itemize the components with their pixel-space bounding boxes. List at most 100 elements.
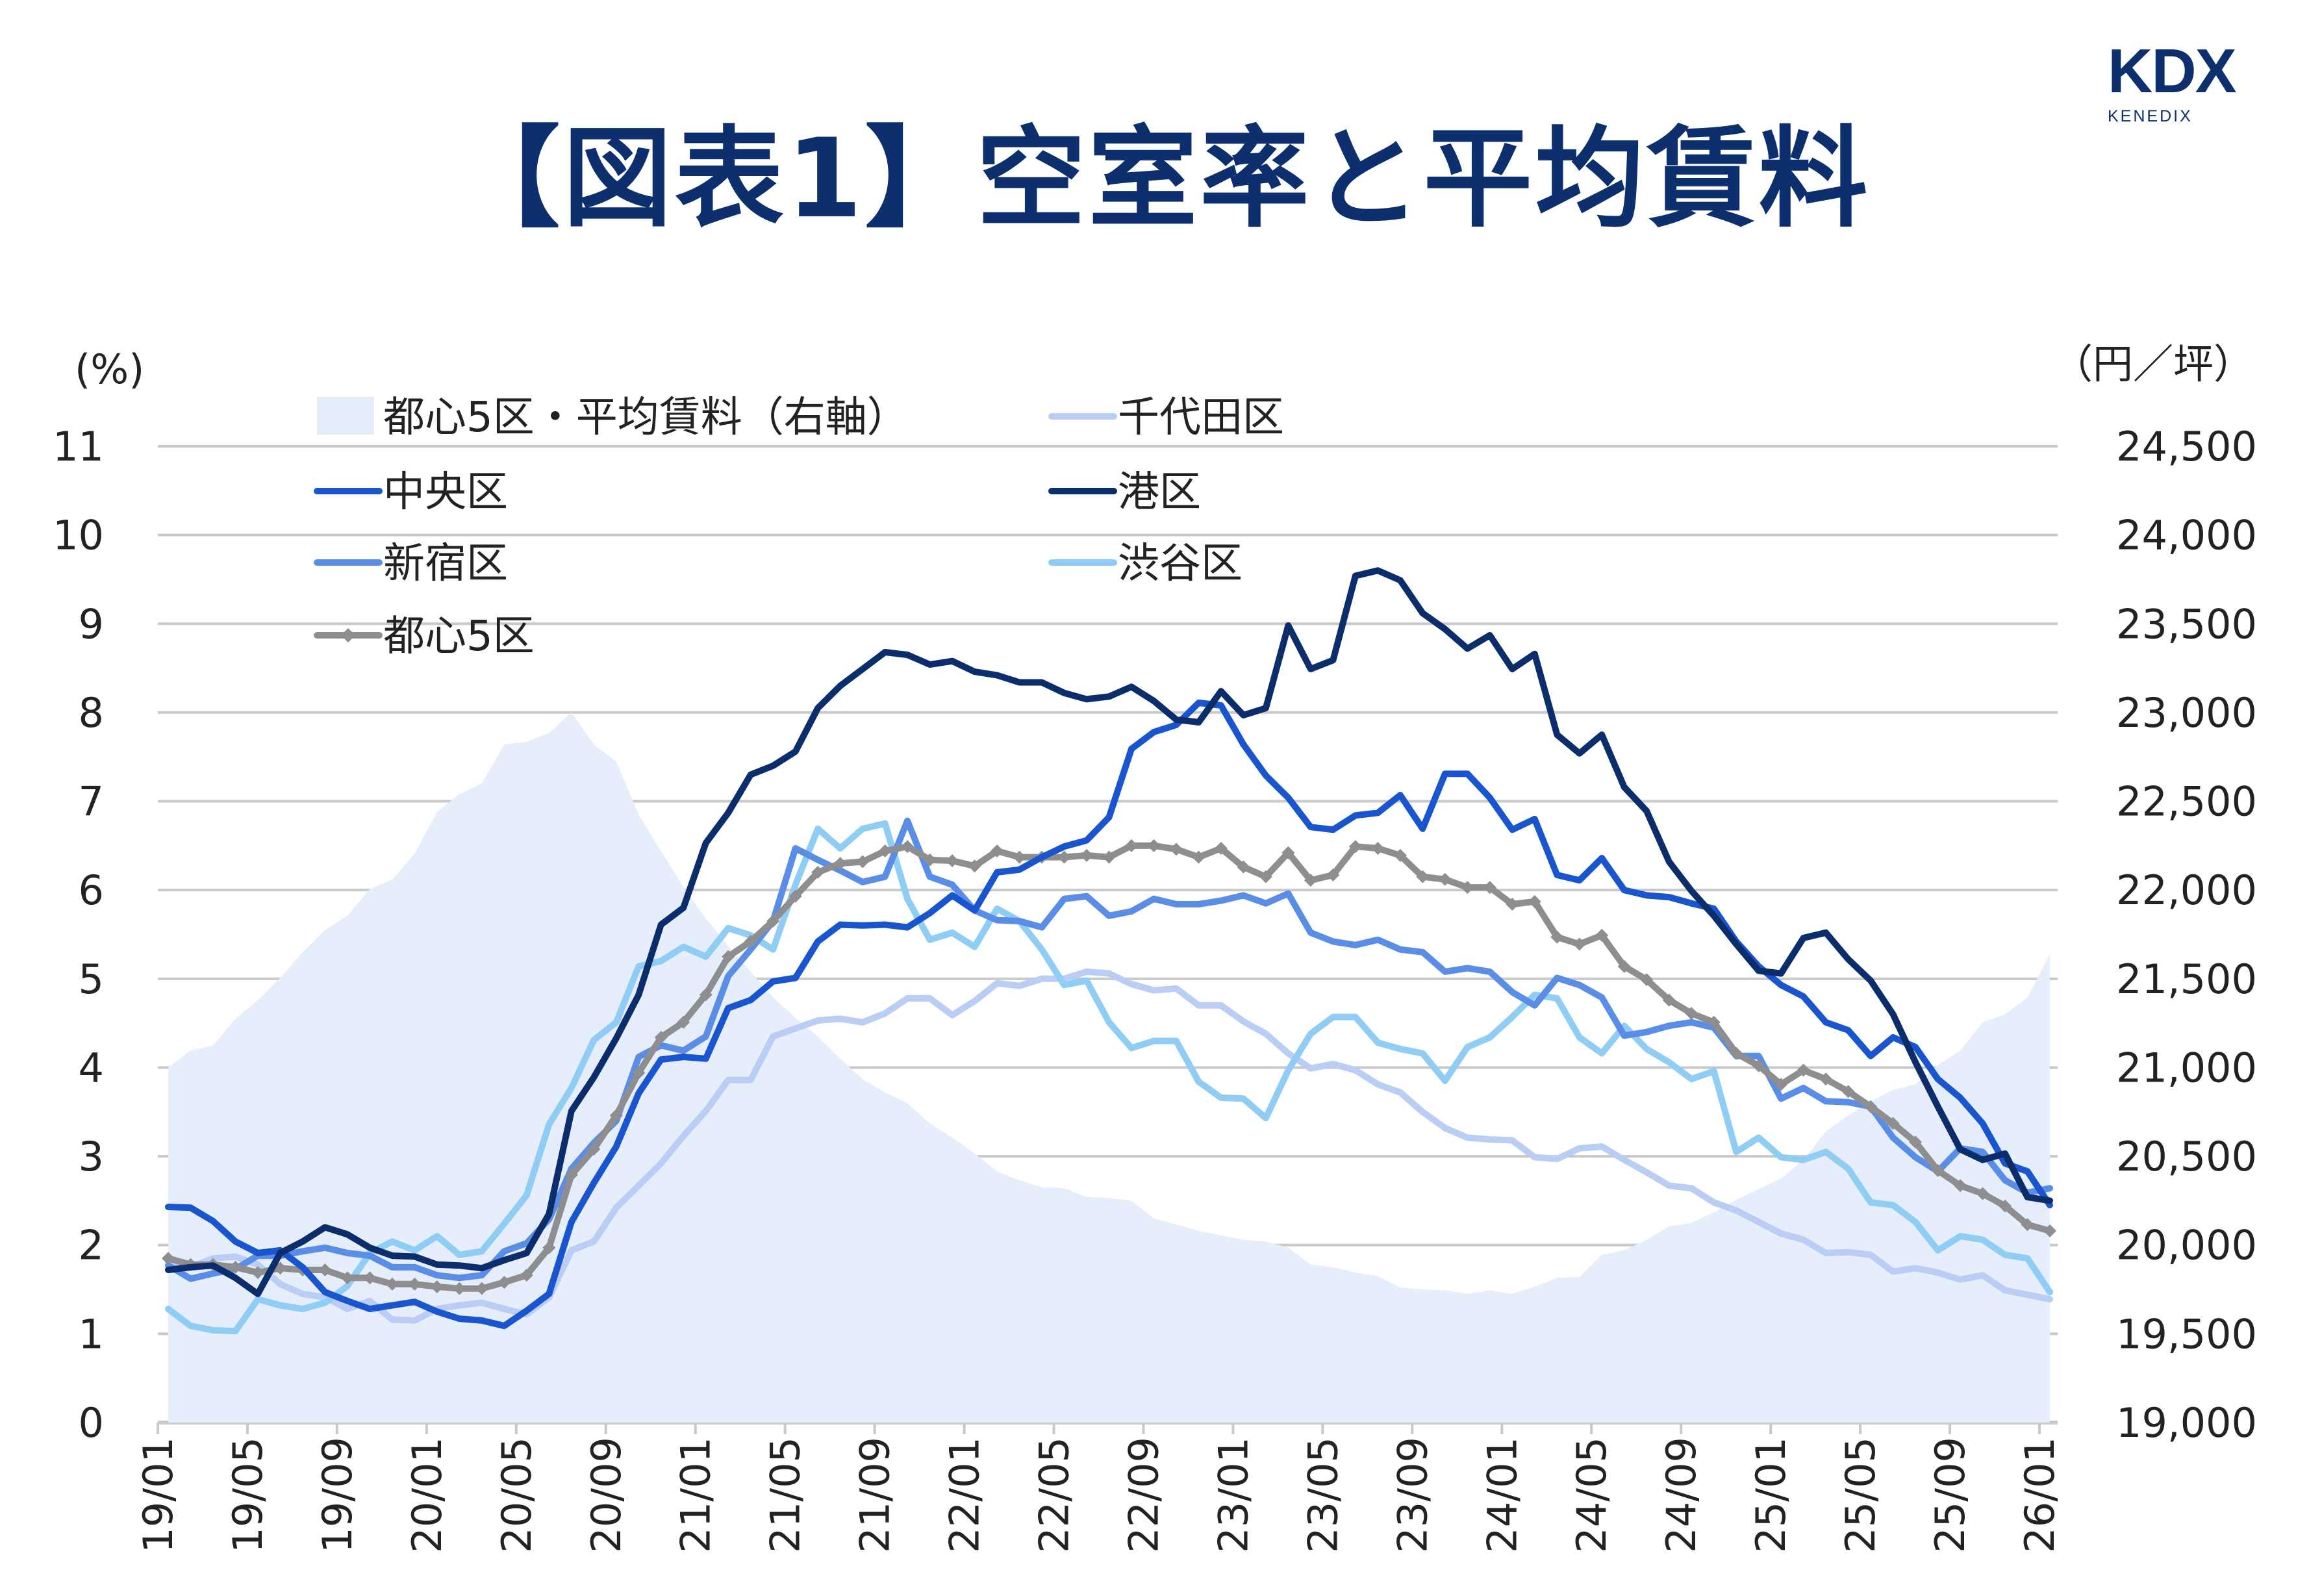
data-point-marker [162,1252,175,1265]
data-point-marker [363,1271,377,1285]
data-point-marker [1909,1135,1923,1149]
data-point-marker [1640,973,1654,987]
data-point-marker [385,1277,399,1291]
data-point-marker [564,1168,578,1182]
legend-label-tokyo5: 都心5区 [383,613,535,661]
y-left-tick-label: 5 [79,956,104,1003]
data-point-marker [878,844,892,858]
x-tick-label: 25/09 [1926,1437,1974,1553]
y-right-tick-label: 19,000 [2116,1399,2257,1447]
x-tick-label: 22/01 [941,1437,989,1553]
data-point-marker [1999,1199,2012,1213]
data-point-marker [1259,870,1272,883]
x-tick-label: 20/09 [583,1437,630,1553]
x-tick-label: 20/01 [403,1437,451,1553]
data-point-marker [1147,839,1161,852]
y-left-tick-label: 7 [79,778,104,826]
data-point-marker [1371,841,1385,855]
data-point-marker [811,865,825,879]
legend-diamond-marker [341,628,355,642]
data-point-marker [1124,839,1138,852]
data-point-marker [654,1030,668,1044]
y-right-tick-label: 24,000 [2116,512,2257,559]
data-point-marker [251,1266,264,1280]
data-point-marker [1617,959,1631,973]
data-point-marker [229,1260,242,1274]
data-point-marker [1326,868,1340,881]
x-tick-label: 26/01 [2016,1437,2063,1553]
data-point-marker [1752,1059,1765,1072]
data-point-marker [1169,842,1183,856]
data-point-marker [453,1282,466,1295]
x-tick-label: 24/09 [1658,1437,1705,1553]
data-point-marker [1281,846,1295,859]
data-point-marker [498,1276,511,1289]
x-tick-label: 23/01 [1209,1437,1257,1553]
data-point-marker [1304,874,1317,887]
data-point-marker [340,1271,354,1285]
series-line-chiyoda [165,968,2053,1324]
data-point-marker [833,857,847,870]
data-point-marker [1348,840,1362,854]
x-tick-label: 19/05 [224,1437,271,1553]
kdx-kenedix-logo: KDX KENEDIX [2108,39,2277,130]
data-point-marker [1976,1187,1989,1200]
data-point-marker [1102,850,1116,864]
y-left-unit-label: (%) [75,346,144,393]
x-tick-label: 23/09 [1389,1437,1436,1553]
data-point-marker [1864,1100,1878,1113]
x-tick-label: 24/05 [1568,1437,1615,1553]
y-left-tick-label: 1 [79,1310,104,1358]
y-left-tick-label: 0 [79,1399,104,1447]
data-point-marker [722,950,735,963]
data-point-marker [856,855,870,868]
data-point-marker [1416,870,1430,883]
x-tick-label: 25/05 [1837,1437,1884,1553]
x-tick-label: 22/09 [1120,1437,1167,1553]
data-point-marker [1214,841,1228,855]
data-point-marker [1192,850,1205,864]
y-right-tick-label: 24,500 [2116,423,2257,470]
data-point-marker [408,1277,422,1291]
y-left-tick-label: 9 [79,600,104,648]
x-tick-label: 19/01 [134,1437,182,1553]
series-lines [162,567,2056,1335]
y-left-tick-label: 3 [79,1133,104,1180]
data-point-marker [542,1241,556,1254]
y-left-tick-label: 6 [79,867,104,914]
data-point-marker [318,1263,332,1276]
data-point-marker [430,1280,444,1293]
data-point-marker [2043,1224,2056,1237]
data-point-marker [1080,848,1094,862]
data-point-marker [1506,898,1519,911]
x-tick-label: 24/01 [1478,1437,1526,1553]
legend-label-shibuya: 渋谷区 [1118,540,1243,588]
data-point-marker [946,854,959,868]
data-point-marker [1707,1015,1721,1029]
data-point-marker [1438,872,1452,886]
data-point-marker [1237,860,1250,874]
legend-label-chuo: 中央区 [383,468,508,516]
data-point-marker [632,1066,646,1080]
y-right-unit-label: （円／坪） [2052,340,2254,388]
data-point-marker [587,1143,601,1156]
x-tick-label: 21/05 [762,1437,809,1553]
data-point-marker [789,889,802,903]
legend-swatch-rent [317,397,374,435]
x-tick-label: 19/09 [314,1437,361,1553]
data-point-marker [1841,1085,1855,1098]
data-point-marker [766,915,780,928]
y-right-tick-label: 21,000 [2116,1044,2257,1091]
page-title: 【図表1】空室率と平均賃料 [451,115,1871,242]
data-point-marker [923,853,937,867]
data-point-marker [609,1109,623,1122]
y-right-tick-label: 23,000 [2116,689,2257,737]
data-point-marker [1886,1117,1900,1130]
data-point-marker [991,844,1004,858]
data-point-marker [1819,1072,1833,1086]
data-point-marker [1685,1007,1698,1020]
axes: 0 1 2 3 4 5 6 7 8 9 10 11 19,000 19,500 20,000 20,500 21… [53,340,2257,1553]
y-left-tick-label: 4 [79,1044,104,1091]
data-point-marker [1730,1046,1743,1060]
